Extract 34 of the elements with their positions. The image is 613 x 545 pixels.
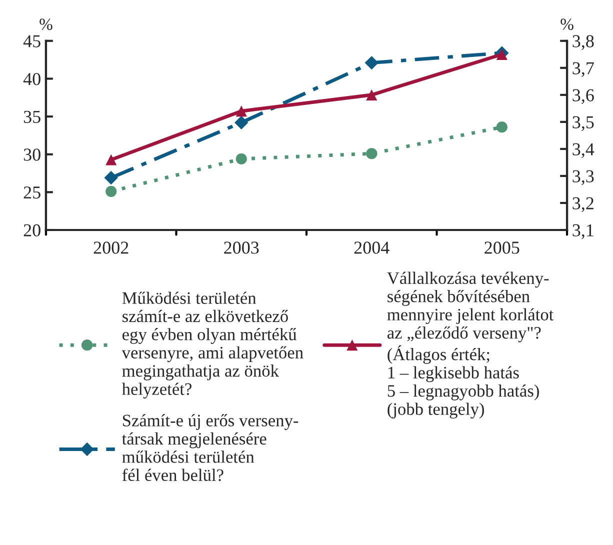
point	[496, 48, 508, 60]
y2-tick-label: 3,6	[572, 89, 594, 104]
y2-tick-label: 3,7	[572, 62, 594, 77]
point	[364, 56, 379, 70]
y2-tick-label: 3,8	[572, 35, 594, 50]
point	[236, 153, 247, 164]
x-tick-label: 2004	[354, 242, 390, 254]
point	[104, 170, 118, 185]
legend-label: Működési területén számít-e az elkövetkező egy évben olyan mértékű versenyre, ami alapvetően megingathatja az önök helyzetét?	[122, 292, 304, 399]
y2-axis-title: %	[560, 18, 574, 30]
point	[106, 186, 117, 197]
x-tick-label: 2002	[94, 242, 128, 254]
y2-tick-label: 3,1	[572, 224, 594, 240]
point	[496, 122, 508, 133]
point	[106, 154, 117, 166]
y-tick-label: 40	[23, 72, 40, 86]
y-tick-label: 30	[24, 148, 40, 161]
y2-tick-label: 3,4	[572, 143, 594, 158]
legend-label: Vállalkozása tevékeny- ségének bővítésében mennyire jelent korlátot az „éleződő verseny"? (Átlagos érték; 1 – legkisebb hatás 5 – legnagyobb hatás) (jobb tengely)	[387, 272, 554, 419]
y2-tick-label: 3,5	[572, 116, 594, 131]
point	[236, 106, 247, 117]
x-tick-label: 2003	[224, 242, 259, 254]
point	[234, 116, 248, 130]
x-tick-label: 2005	[484, 242, 520, 254]
y2-tick-label: 3,3	[572, 170, 594, 185]
y-tick-label: 45	[23, 35, 40, 48]
point	[366, 148, 378, 160]
y-tick-label: 20	[24, 224, 40, 236]
legend-label: Számít-e új erős verseny- társak megjelenésére működési területén fél éven belül?	[122, 414, 298, 482]
point	[366, 89, 378, 100]
y-tick-label: 25	[24, 186, 40, 199]
y2-tick-label: 3,2	[572, 197, 594, 212]
y-tick-label: 35	[24, 110, 40, 123]
y-axis-title: %	[40, 18, 52, 30]
